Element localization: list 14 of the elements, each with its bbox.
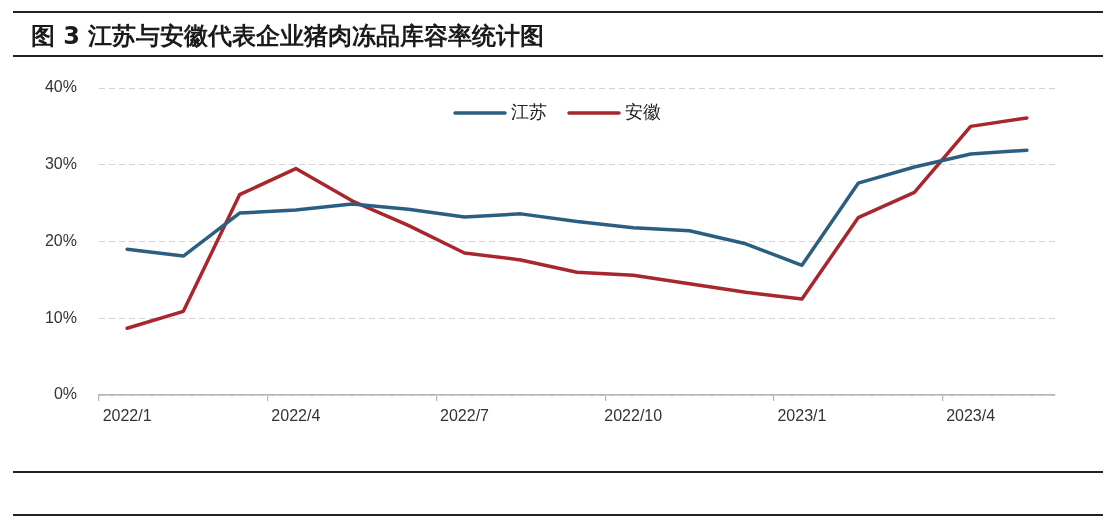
- x-tick-label: 2022/7: [440, 407, 490, 425]
- x-tick-label: 2022/4: [271, 407, 321, 425]
- chart-title: 图 3 江苏与安徽代表企业猪肉冻品库容率统计图: [31, 21, 545, 52]
- y-tick-label: 0%: [53, 385, 77, 403]
- y-tick-label: 20%: [44, 231, 77, 249]
- x-tick-label: 2022/1: [102, 407, 152, 425]
- y-tick-label: 40%: [44, 78, 77, 96]
- x-tick-label: 2023/4: [946, 407, 996, 425]
- x-tick-label: 2023/1: [777, 407, 827, 425]
- legend-label: 安徽: [625, 101, 661, 122]
- legend-label: 江苏: [511, 101, 547, 122]
- y-tick-label: 10%: [44, 308, 77, 326]
- x-tick-label: 2022/10: [604, 407, 663, 425]
- y-tick-label: 30%: [44, 155, 77, 173]
